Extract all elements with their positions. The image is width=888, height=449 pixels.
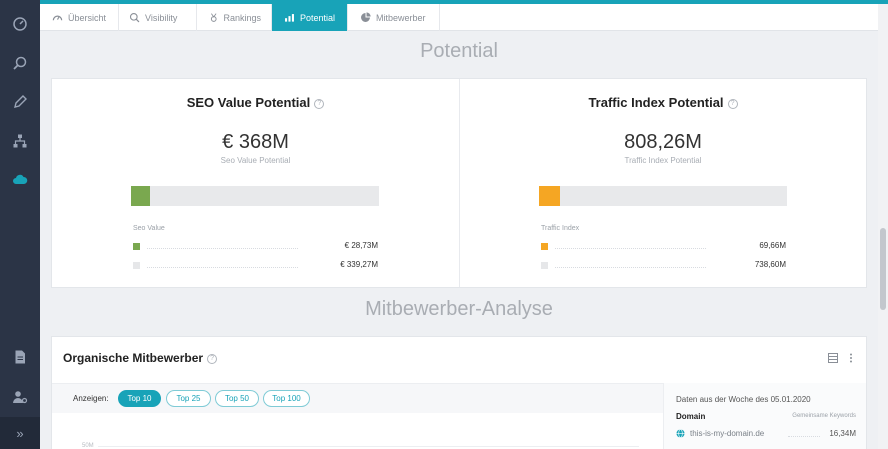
filter-top-50[interactable]: Top 50	[215, 390, 259, 407]
tab-rankings[interactable]: Rankings	[197, 4, 272, 31]
users-settings-icon	[13, 391, 28, 404]
shared-keywords-value: 16,34M	[829, 429, 856, 438]
tab-label: Mitbewerber	[376, 12, 426, 23]
potential-section-title: Potential	[420, 40, 498, 62]
bar-chart-icon	[285, 14, 294, 22]
legend-row: € 28,73M	[133, 240, 378, 252]
tab-label: Visibility	[145, 12, 178, 23]
legend-dots	[555, 267, 706, 268]
organic-competitors-card: Organische Mitbewerber? Anzeigen: Top 10…	[51, 336, 867, 449]
legend-dots	[555, 248, 706, 249]
sidebar-item-reports[interactable]	[0, 337, 40, 377]
info-icon[interactable]: ?	[727, 98, 738, 109]
cloud-icon	[13, 174, 28, 184]
sidebar: »	[0, 0, 40, 449]
legend-value: € 28,73M	[344, 241, 378, 250]
more-options-icon[interactable]	[846, 353, 856, 363]
sidebar-item-search[interactable]	[0, 43, 40, 83]
legend-swatch	[541, 262, 548, 269]
pie-chart-icon	[361, 12, 371, 22]
seo-progress-fill	[131, 186, 151, 206]
seo-value-panel: SEO Value Potential? € 368M Seo Value Po…	[52, 79, 459, 287]
legend-swatch	[133, 243, 140, 250]
medal-icon	[210, 13, 217, 22]
traffic-progress-bar	[539, 186, 787, 206]
magnifier-icon	[129, 12, 140, 23]
y-axis-tick: 50M	[82, 443, 94, 449]
data-week-label: Daten aus der Woche des 05.01.2020	[676, 395, 811, 404]
tab-visibility[interactable]: Visibility	[119, 4, 197, 31]
legend-row: € 339,27M	[133, 259, 378, 271]
traffic-index-panel: Traffic Index Potential? 808,26M Traffic…	[459, 79, 866, 287]
speedometer-icon	[13, 17, 27, 31]
tab-potential[interactable]: Potential	[272, 4, 348, 31]
sidebar-item-cloud[interactable]	[0, 160, 40, 200]
domain-name: this-is-my-domain.de	[690, 429, 765, 438]
legend-value: 69,66M	[759, 241, 786, 250]
legend-dots	[147, 248, 298, 249]
legend-row: 738,60M	[541, 259, 786, 271]
traffic-sub-label: Traffic Index Potential	[624, 156, 702, 165]
sitemap-icon	[13, 134, 27, 148]
grid-line	[98, 446, 639, 447]
seo-sub-label: Seo Value Potential	[220, 156, 291, 165]
filter-top-10[interactable]: Top 10	[118, 390, 161, 407]
traffic-big-value: 808,26M	[624, 131, 702, 153]
domain-column-header: Domain	[676, 412, 706, 421]
keywords-column-header: Gemeinsame Keywords	[792, 413, 856, 419]
filter-label: Anzeigen:	[73, 394, 109, 403]
card-actions	[828, 353, 856, 363]
document-icon	[15, 350, 25, 364]
info-icon[interactable]: ?	[207, 353, 218, 364]
sidebar-item-users[interactable]	[0, 377, 40, 417]
tab-mitbewerber[interactable]: Mitbewerber	[348, 4, 440, 31]
legend-value: 738,60M	[754, 260, 786, 269]
traffic-progress-fill	[539, 186, 561, 206]
table-icon[interactable]	[828, 353, 838, 363]
potential-card: SEO Value Potential? € 368M Seo Value Po…	[51, 78, 867, 288]
seo-progress-bar	[131, 186, 379, 206]
seo-legend-head: Seo Value	[133, 225, 165, 232]
competitors-card-title: Organische Mitbewerber?	[63, 351, 218, 365]
legend-dots	[147, 267, 298, 268]
legend-swatch	[133, 262, 140, 269]
main-content: Übersicht Visibility Rankings Potential …	[40, 4, 878, 449]
seo-title-text: SEO Value Potential	[186, 95, 311, 110]
tab-label: Übersicht	[68, 12, 107, 23]
traffic-legend-head: Traffic Index	[541, 225, 580, 232]
speedometer-icon	[52, 15, 63, 21]
info-icon[interactable]: ?	[314, 98, 325, 109]
domain-row[interactable]: this-is-my-domain.de 16,34M	[676, 428, 856, 440]
legend-value: € 339,27M	[340, 260, 378, 269]
tab-label: Potential	[300, 12, 336, 23]
sidebar-item-structure[interactable]	[0, 121, 40, 161]
competitor-section-title: Mitbewerber-Analyse	[365, 298, 553, 320]
top-accent-line	[0, 0, 888, 4]
competitors-title-text: Organische Mitbewerber	[63, 351, 204, 365]
traffic-title-text: Traffic Index Potential	[588, 95, 724, 110]
tab-uebersicht[interactable]: Übersicht	[40, 4, 119, 31]
seo-big-value: € 368M	[222, 131, 289, 153]
sidebar-item-dashboard[interactable]	[0, 4, 40, 44]
filter-top-25[interactable]: Top 25	[166, 390, 211, 407]
sidebar-collapse-button[interactable]: »	[0, 417, 40, 449]
seo-title: SEO Value Potential?	[52, 95, 459, 110]
filter-top-100[interactable]: Top 100	[263, 390, 310, 407]
tab-label: Rankings	[223, 12, 261, 23]
competitor-side-panel: Daten aus der Woche des 05.01.2020 Domai…	[663, 383, 866, 449]
search-icon	[13, 56, 27, 70]
legend-swatch	[541, 243, 548, 250]
scrollbar-thumb[interactable]	[880, 228, 886, 310]
sidebar-item-edit[interactable]	[0, 82, 40, 122]
filter-bar: Anzeigen: Top 10 Top 25 Top 50 Top 100	[52, 383, 663, 413]
scrollbar-track[interactable]	[878, 4, 888, 449]
legend-row: 69,66M	[541, 240, 786, 252]
traffic-title: Traffic Index Potential?	[460, 95, 866, 110]
competitor-chart: 50M	[52, 413, 663, 449]
pencil-icon	[14, 95, 27, 108]
globe-icon	[676, 429, 685, 438]
row-dots	[788, 436, 820, 437]
tab-bar: Übersicht Visibility Rankings Potential …	[40, 4, 878, 31]
